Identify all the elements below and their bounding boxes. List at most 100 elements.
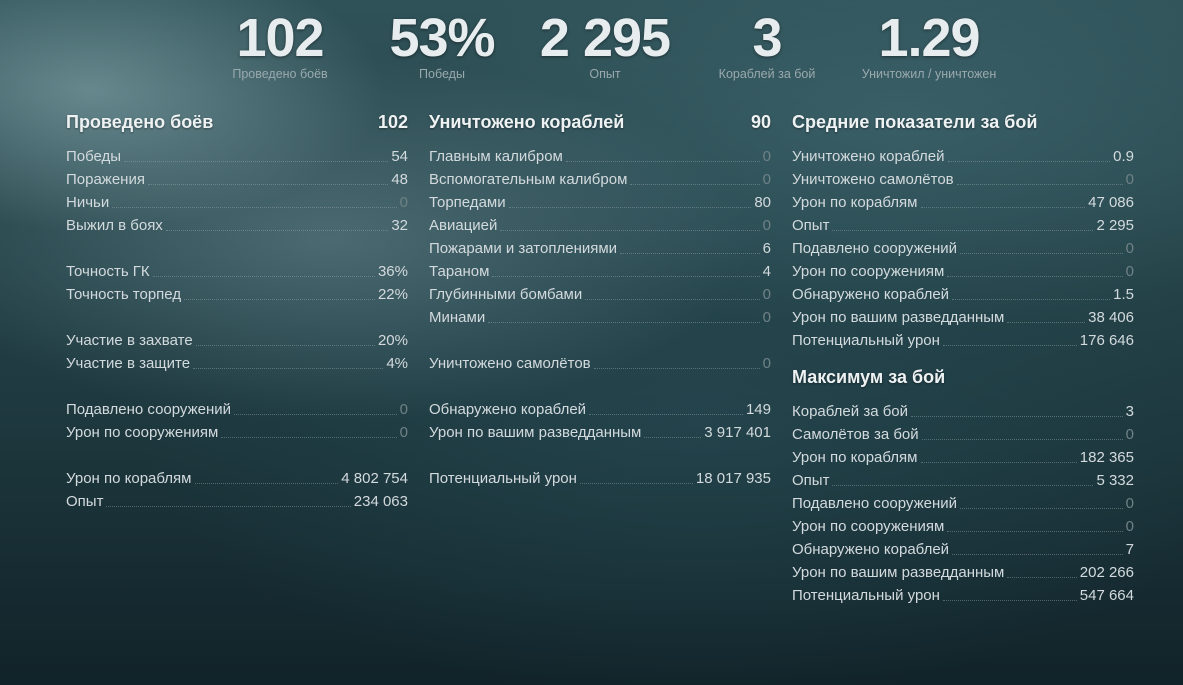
stat-row: Подавлено сооружений 0 — [66, 396, 408, 419]
dotted-leader — [620, 253, 760, 254]
dotted-leader — [1007, 577, 1077, 578]
row-label: Участие в защите — [66, 355, 191, 372]
row-value: 36% — [377, 263, 408, 280]
dotted-leader — [194, 483, 339, 484]
dotted-leader — [152, 276, 375, 277]
dotted-leader — [960, 508, 1123, 509]
stat-row: Самолётов за бой 0 — [792, 421, 1134, 444]
stat-row: Потенциальный урон 176 646 — [792, 327, 1134, 350]
row-value: 0 — [762, 355, 771, 372]
column-header: Максимум за бой — [792, 363, 1134, 391]
stat-row: Урон по кораблям 4 802 754 — [66, 465, 408, 488]
row-value: 176 646 — [1079, 332, 1134, 349]
stat-row: Авиацией 0 — [429, 212, 771, 235]
row-label: Точность торпед — [66, 286, 182, 303]
row-label: Урон по кораблям — [66, 470, 192, 487]
row-value: 6 — [762, 240, 771, 257]
stat-ships-per-battle: 3 Кораблей за бой — [706, 8, 828, 81]
row-value: 0 — [762, 217, 771, 234]
row-label: Выжил в боях — [66, 217, 163, 234]
dotted-leader — [942, 600, 1077, 601]
stat-row: Опыт 2 295 — [792, 212, 1134, 235]
dotted-leader — [920, 462, 1077, 463]
stat-row: Урон по сооружениям 0 — [66, 419, 408, 442]
row-value: 0 — [1125, 263, 1134, 280]
stat-row: Подавлено сооружений 0 — [792, 490, 1134, 513]
row-value: 0 — [399, 401, 408, 418]
dotted-leader — [952, 299, 1111, 300]
row-value: 2 295 — [1096, 217, 1134, 234]
stat-row: Выжил в боях 32 — [66, 212, 408, 235]
stat-caption: Победы — [419, 67, 465, 81]
row-value: 4 802 754 — [341, 470, 408, 487]
row-value: 54 — [391, 148, 408, 165]
column-total: 102 — [377, 112, 408, 132]
row-label: Урон по сооружениям — [792, 263, 945, 280]
spacer — [66, 304, 408, 327]
row-label: Точность ГК — [66, 263, 150, 280]
destroyed-column: Уничтожено кораблей 90 Главным калибром 0… — [429, 108, 771, 488]
row-value: 0 — [1125, 240, 1134, 257]
row-label: Участие в захвате — [66, 332, 193, 349]
row-label: Потенциальный урон — [429, 470, 577, 487]
stat-row: Ничьи 0 — [66, 189, 408, 212]
stat-row: Урон по вашим разведданным 202 266 — [792, 559, 1134, 582]
spacer — [429, 373, 771, 396]
row-label: Подавлено сооружений — [792, 495, 958, 512]
dotted-leader — [952, 554, 1123, 555]
row-value: 0 — [1125, 495, 1134, 512]
row-value: 0 — [399, 194, 408, 211]
row-value: 4 — [762, 263, 771, 280]
dotted-leader — [832, 485, 1094, 486]
column-header: Средние показатели за бой — [792, 108, 1134, 136]
row-label: Урон по кораблям — [792, 449, 918, 466]
row-value: 149 — [745, 401, 771, 418]
stat-row: Уничтожено самолётов 0 — [429, 350, 771, 373]
dotted-leader — [195, 345, 375, 346]
stat-row: Урон по кораблям 182 365 — [792, 444, 1134, 467]
dotted-leader — [947, 531, 1123, 532]
row-value: 80 — [754, 194, 771, 211]
row-label: Потенциальный урон — [792, 587, 940, 604]
dotted-leader — [106, 506, 351, 507]
row-label: Уничтожено самолётов — [792, 171, 954, 188]
stat-row: Уничтожено самолётов 0 — [792, 166, 1134, 189]
stat-row: Опыт 234 063 — [66, 488, 408, 511]
stat-row: Урон по вашим разведданным 3 917 401 — [429, 419, 771, 442]
row-label: Подавлено сооружений — [792, 240, 958, 257]
row-value: 3 917 401 — [704, 424, 771, 441]
stat-row: Точность ГК 36% — [66, 258, 408, 281]
stat-row: Пожарами и затоплениями 6 — [429, 235, 771, 258]
row-label: Опыт — [792, 472, 830, 489]
dotted-leader — [1007, 322, 1086, 323]
dotted-leader — [920, 207, 1086, 208]
dotted-leader — [579, 483, 693, 484]
stat-value: 2 295 — [539, 8, 671, 68]
row-label: Глубинными бомбами — [429, 286, 583, 303]
dotted-leader — [644, 437, 702, 438]
dotted-leader — [947, 161, 1111, 162]
row-value: 18 017 935 — [695, 470, 771, 487]
stat-row: Кораблей за бой 3 — [792, 398, 1134, 421]
stat-caption: Кораблей за бой — [718, 67, 816, 81]
stat-row: Победы 54 — [66, 143, 408, 166]
stat-row: Вспомогательным калибром 0 — [429, 166, 771, 189]
row-label: Победы — [66, 148, 122, 165]
stat-row: Подавлено сооружений 0 — [792, 235, 1134, 258]
row-label: Урон по кораблям — [792, 194, 918, 211]
row-label: Опыт — [792, 217, 830, 234]
stat-value: 1.29 — [878, 8, 980, 68]
row-label: Опыт — [66, 493, 104, 510]
dotted-leader — [234, 414, 397, 415]
row-value: 5 332 — [1096, 472, 1134, 489]
row-value: 0 — [1125, 518, 1134, 535]
row-value: 7 — [1125, 541, 1134, 558]
stat-caption: Уничтожил / уничтожен — [861, 67, 997, 81]
dotted-leader — [488, 322, 760, 323]
row-value: 0 — [762, 171, 771, 188]
dotted-leader — [911, 416, 1123, 417]
column-title: Уничтожено кораблей — [429, 112, 625, 132]
row-value: 22% — [377, 286, 408, 303]
row-label: Тараном — [429, 263, 490, 280]
stat-row: Главным калибром 0 — [429, 143, 771, 166]
